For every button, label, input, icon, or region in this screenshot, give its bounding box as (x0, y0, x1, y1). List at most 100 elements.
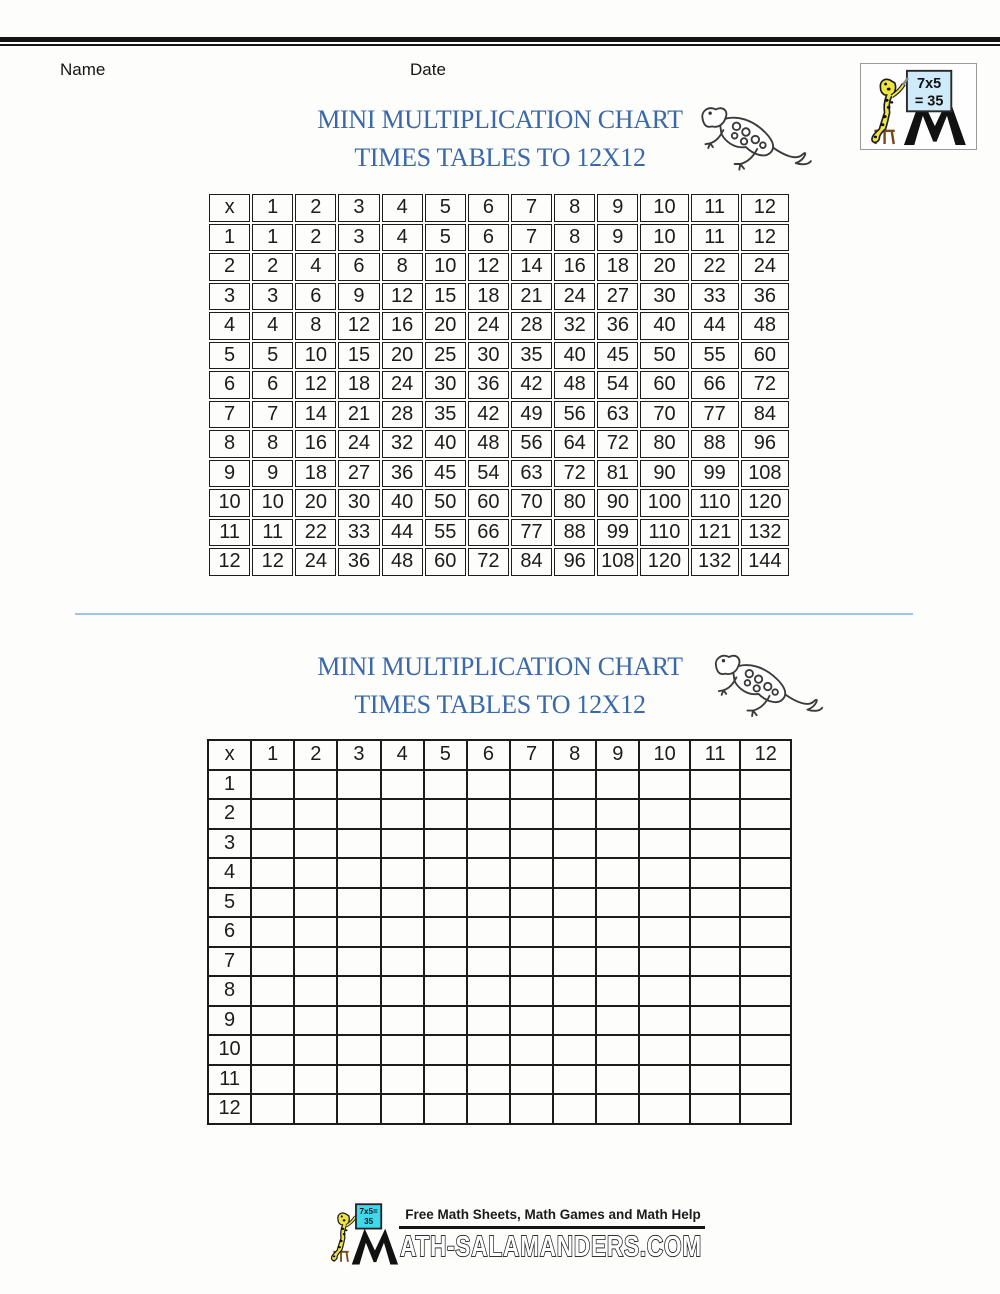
table-cell: 12 (467, 253, 509, 281)
table-cell (688, 1063, 742, 1095)
table-row: 6 6 12 18 24 30 36 42 48 54 60 66 72 (209, 371, 789, 399)
table-cell (688, 1004, 742, 1036)
row-label-cell: 12 (209, 548, 251, 576)
table-cell: 108 (740, 459, 789, 487)
table-header-cell: 6 (467, 194, 509, 222)
table-cell (739, 1063, 792, 1095)
table-cell (739, 975, 792, 1007)
table-cell (638, 975, 691, 1007)
table-cell (595, 1034, 641, 1066)
table-header-cell: 2 (293, 739, 339, 771)
table-cell (688, 1093, 742, 1125)
table-cell (739, 1004, 792, 1036)
table-row: 2 2 4 6 8 10 12 14 16 18 20 22 24 (209, 253, 789, 281)
table-cell: 9 (597, 223, 639, 251)
table-cell (638, 886, 691, 918)
table-cell (379, 798, 425, 830)
table-cell: 20 (424, 312, 466, 340)
table-cell: 80 (640, 430, 689, 458)
table-cell (465, 1063, 511, 1095)
footer-site-name: ATH-SALAMANDERS.COM (397, 1229, 707, 1263)
row-label-cell: 8 (209, 430, 251, 458)
table-cell (336, 798, 382, 830)
table-cell (508, 916, 555, 948)
table-row: 12 (206, 1093, 792, 1125)
table-cell: 18 (467, 282, 509, 310)
table-cell (688, 945, 742, 977)
table-cell: 108 (597, 548, 639, 576)
table-cell (595, 1063, 641, 1095)
table-cell: 12 (740, 223, 789, 251)
table-row: 11 11 22 33 44 55 66 77 88 99 110 121 132 (209, 518, 789, 546)
table-cell (379, 768, 425, 800)
table-cell (422, 916, 468, 948)
table-cell: 56 (510, 430, 553, 458)
table-cell (638, 857, 691, 889)
table-cell (250, 857, 296, 889)
table-cell: 24 (381, 371, 423, 399)
table-cell (293, 886, 339, 918)
table-cell (595, 768, 641, 800)
table-cell (293, 827, 339, 859)
table-cell: 2 (252, 253, 294, 281)
table-cell: 4 (252, 312, 294, 340)
row-label-cell: 2 (209, 253, 251, 281)
table-header-cell: 2 (295, 194, 337, 222)
table-cell: 7 (252, 400, 294, 428)
table-cell (508, 1034, 555, 1066)
corner-board-line1: 7x5 (917, 76, 941, 92)
table-cell: 56 (554, 400, 596, 428)
table-cell (336, 886, 382, 918)
table-cell: 27 (338, 459, 380, 487)
row-label-cell: 1 (206, 768, 253, 800)
table-cell: 48 (467, 430, 509, 458)
table-cell (595, 1093, 641, 1125)
table-cell: 120 (640, 548, 689, 576)
table-cell (688, 975, 742, 1007)
table-cell: 70 (640, 400, 689, 428)
table-header-cell: 7 (510, 194, 553, 222)
table-cell (552, 1004, 598, 1036)
table-cell (422, 798, 468, 830)
table-row: 6 (206, 916, 792, 948)
table-cell (552, 827, 598, 859)
table-cell (336, 1063, 382, 1095)
table-cell: 12 (338, 312, 380, 340)
table-cell (508, 1093, 555, 1125)
table-cell (422, 827, 468, 859)
row-label-cell: 7 (206, 945, 253, 977)
table-cell: 8 (295, 312, 337, 340)
table-header-cell: 9 (595, 739, 641, 771)
table-header-cell: 4 (379, 739, 425, 771)
table-cell: 10 (424, 253, 466, 281)
table-cell: 60 (740, 341, 789, 369)
table-header-cell: 5 (422, 739, 468, 771)
table-cell: 77 (690, 400, 739, 428)
table-cell (688, 1034, 742, 1066)
table-cell: 50 (640, 341, 689, 369)
table-cell: 16 (381, 312, 423, 340)
table-cell (465, 768, 511, 800)
table-cell: 72 (467, 548, 509, 576)
table-row: 7 7 14 21 28 35 42 49 56 63 70 77 84 (209, 400, 789, 428)
table-cell (552, 975, 598, 1007)
table-cell: 24 (338, 430, 380, 458)
table-cell (293, 945, 339, 977)
table-cell (379, 1004, 425, 1036)
table-header-row: x 1 2 3 4 5 6 7 8 9 10 11 12 (209, 194, 789, 222)
table-cell (552, 857, 598, 889)
table-cell (250, 768, 296, 800)
worksheet-title-top: MINI MULTIPLICATION CHART TIMES TABLES T… (150, 101, 850, 177)
table-cell: 25 (424, 341, 466, 369)
row-label-cell: 12 (206, 1093, 253, 1125)
table-cell (552, 1063, 598, 1095)
table-row: 1 (206, 768, 792, 800)
table-header-cell: x (206, 739, 253, 771)
table-cell (508, 1063, 555, 1095)
multiplication-table-blank: x 1 2 3 4 5 6 7 8 9 10 11 12 1 2 3 4 5 6 7 8 9 10 11 12 (206, 739, 792, 1125)
row-label-cell: 3 (209, 282, 251, 310)
row-label-cell: 3 (206, 827, 253, 859)
table-cell: 6 (467, 223, 509, 251)
table-row: 3 3 6 9 12 15 18 21 24 27 30 33 36 (209, 282, 789, 310)
table-cell: 10 (295, 341, 337, 369)
